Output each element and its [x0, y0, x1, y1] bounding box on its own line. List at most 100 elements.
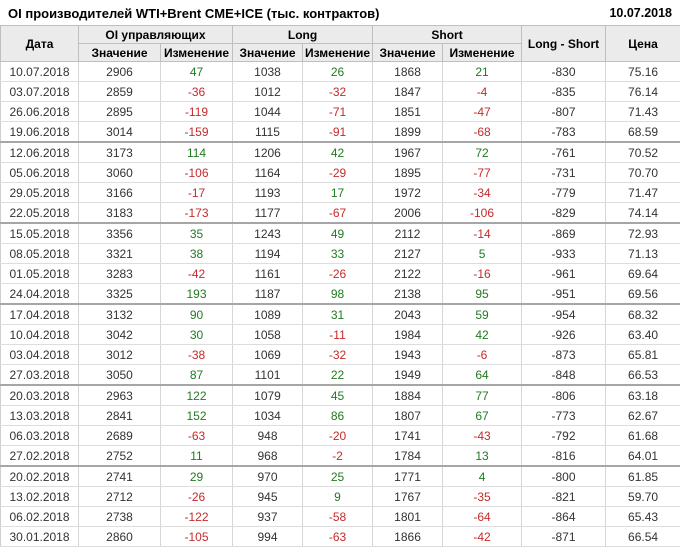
price-cell: 63.18 [605, 385, 680, 406]
long-short-cell: -806 [521, 385, 607, 406]
long-value-cell: 1206 [232, 142, 304, 163]
oi-value-cell: 3060 [78, 162, 161, 183]
price-cell: 66.54 [605, 526, 680, 547]
short-value-cell: 1984 [372, 324, 444, 345]
table-row: 17.04.2018 3132 90 1089 31 2043 59 -954 68.32 [0, 304, 680, 325]
long-short-cell: -951 [521, 283, 607, 305]
long-value-cell: 937 [232, 506, 304, 527]
long-change-cell: 17 [302, 182, 374, 203]
long-short-cell: -816 [521, 445, 607, 467]
table-body: 10.07.2018 2906 47 1038 26 1868 21 -830 75.16 03.… [0, 61, 680, 547]
date-cell: 10.04.2018 [0, 324, 79, 345]
table-row: 13.02.2018 2712 -26 945 9 1767 -35 -821 59.70 [0, 486, 680, 507]
price-cell: 71.47 [605, 182, 680, 203]
table-row: 30.01.2018 2860 -105 994 -63 1866 -42 -871 66.54 [0, 526, 680, 547]
short-change-cell: 5 [442, 243, 523, 264]
price-cell: 70.70 [605, 162, 680, 183]
long-short-cell: -926 [521, 324, 607, 345]
short-value-cell: 2043 [372, 304, 444, 325]
col-header-date: Дата [0, 25, 79, 62]
short-value-cell: 2112 [372, 223, 444, 244]
long-change-cell: 33 [302, 243, 374, 264]
oi-value-cell: 3050 [78, 364, 161, 386]
oi-value-cell: 3183 [78, 202, 161, 224]
short-value-cell: 1807 [372, 405, 444, 426]
long-value-cell: 1164 [232, 162, 304, 183]
price-cell: 59.70 [605, 486, 680, 507]
long-value-cell: 1193 [232, 182, 304, 203]
col-header-oi-group: OI управляющих [77, 25, 234, 44]
long-value-cell: 1038 [232, 61, 304, 82]
long-short-cell: -954 [521, 304, 607, 325]
report-date: 10.07.2018 [609, 6, 672, 20]
long-value-cell: 1194 [232, 243, 304, 264]
short-change-cell: 42 [442, 324, 523, 345]
short-change-cell: -77 [442, 162, 523, 183]
col-header-short-change: Изменение [442, 43, 523, 62]
oi-value-cell: 3325 [78, 283, 161, 305]
oi-change-cell: 122 [159, 385, 234, 406]
long-short-cell: -848 [521, 364, 607, 386]
date-cell: 20.02.2018 [0, 466, 79, 487]
long-value-cell: 1089 [232, 304, 304, 325]
table-header: Дата OI управляющих Long Short Long - Sh… [0, 25, 680, 62]
date-cell: 15.05.2018 [0, 223, 79, 244]
long-change-cell: 98 [302, 283, 374, 305]
long-short-cell: -873 [521, 344, 607, 365]
long-change-cell: -58 [302, 506, 374, 527]
table-row: 10.04.2018 3042 30 1058 -11 1984 42 -926 63.40 [0, 324, 680, 345]
page-title: OI производителей WTI+Brent CME+ICE (тыс… [8, 5, 380, 21]
date-cell: 10.07.2018 [0, 61, 79, 82]
date-cell: 03.07.2018 [0, 81, 79, 102]
long-value-cell: 968 [232, 445, 304, 467]
long-change-cell: -29 [302, 162, 374, 183]
table-row: 20.03.2018 2963 122 1079 45 1884 77 -806 63.18 [0, 385, 680, 406]
price-cell: 71.13 [605, 243, 680, 264]
short-value-cell: 1801 [372, 506, 444, 527]
date-cell: 12.06.2018 [0, 142, 79, 163]
oi-change-cell: 193 [159, 283, 234, 305]
short-value-cell: 1972 [372, 182, 444, 203]
long-value-cell: 1034 [232, 405, 304, 426]
short-change-cell: -35 [442, 486, 523, 507]
table-row: 26.06.2018 2895 -119 1044 -71 1851 -47 -807 71.4… [0, 101, 680, 122]
long-change-cell: -32 [302, 344, 374, 365]
long-short-cell: -783 [521, 121, 607, 143]
short-value-cell: 2122 [372, 263, 444, 284]
long-value-cell: 970 [232, 466, 304, 487]
price-cell: 61.85 [605, 466, 680, 487]
short-change-cell: -4 [442, 81, 523, 102]
table-row: 12.06.2018 3173 114 1206 42 1967 72 -761 70.52 [0, 142, 680, 163]
long-short-cell: -871 [521, 526, 607, 547]
long-change-cell: -26 [302, 263, 374, 284]
oi-value-cell: 2906 [78, 61, 161, 82]
long-value-cell: 1069 [232, 344, 304, 365]
oi-value-cell: 3173 [78, 142, 161, 163]
price-cell: 65.81 [605, 344, 680, 365]
long-value-cell: 994 [232, 526, 304, 547]
date-cell: 22.05.2018 [0, 202, 79, 224]
date-cell: 27.02.2018 [0, 445, 79, 467]
short-value-cell: 1868 [372, 61, 444, 82]
price-cell: 64.01 [605, 445, 680, 467]
oi-value-cell: 2741 [78, 466, 161, 487]
long-change-cell: -11 [302, 324, 374, 345]
short-value-cell: 1771 [372, 466, 444, 487]
price-cell: 69.64 [605, 263, 680, 284]
date-cell: 29.05.2018 [0, 182, 79, 203]
short-change-cell: 72 [442, 142, 523, 163]
oi-value-cell: 2841 [78, 405, 161, 426]
oi-change-cell: -119 [159, 101, 234, 122]
oi-change-cell: 90 [159, 304, 234, 325]
col-header-long-group: Long [232, 25, 374, 44]
oi-value-cell: 2738 [78, 506, 161, 527]
oi-change-cell: -26 [159, 486, 234, 507]
price-cell: 66.53 [605, 364, 680, 386]
oi-change-cell: -122 [159, 506, 234, 527]
price-cell: 61.68 [605, 425, 680, 446]
table-row: 15.05.2018 3356 35 1243 49 2112 -14 -869 72.93 [0, 223, 680, 244]
date-cell: 05.06.2018 [0, 162, 79, 183]
long-change-cell: -2 [302, 445, 374, 467]
short-value-cell: 1895 [372, 162, 444, 183]
long-change-cell: -67 [302, 202, 374, 224]
